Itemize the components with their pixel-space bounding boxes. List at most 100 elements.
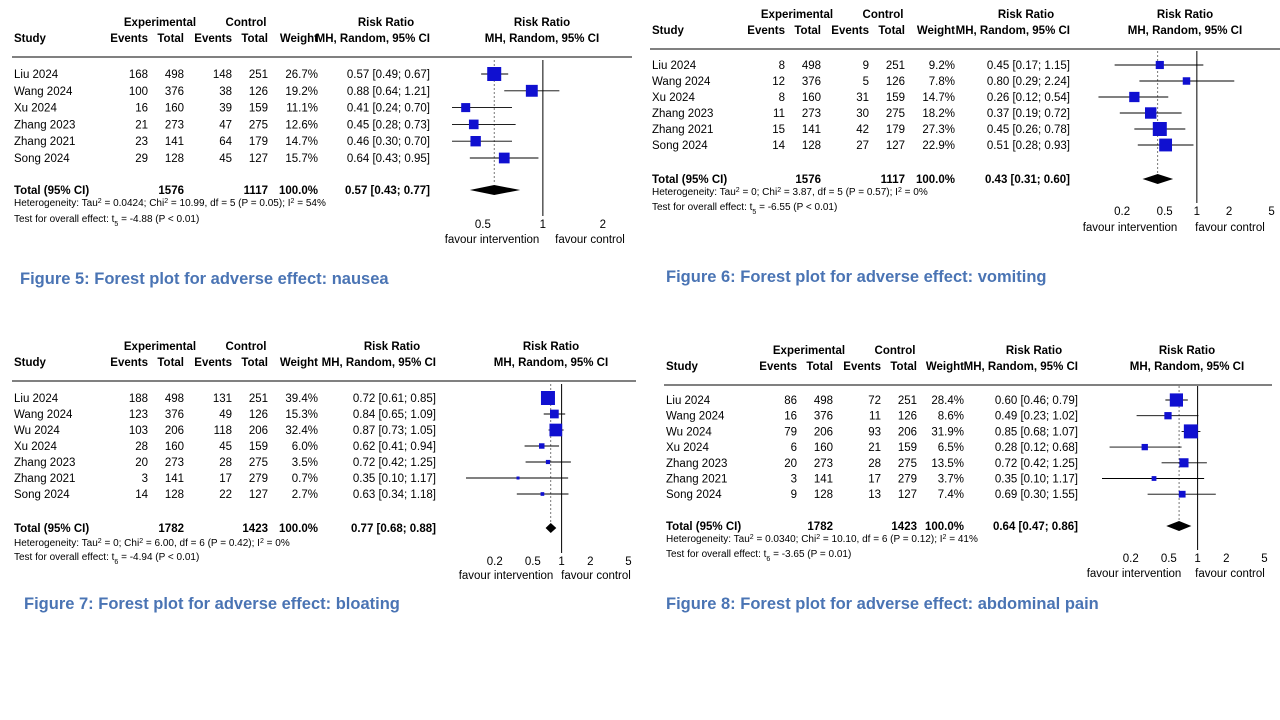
- effect-box: [487, 67, 502, 81]
- total-exp: 1576: [158, 185, 184, 197]
- study-name: Wang 2024: [14, 409, 73, 421]
- study-name: Zhang 2021: [14, 136, 75, 148]
- study-rr-ci: 0.45 [0.28; 0.73]: [347, 119, 430, 131]
- total-label: Total (95% CI): [666, 521, 741, 533]
- study-weight: 7.4%: [938, 489, 964, 501]
- header-total: Total: [878, 25, 905, 37]
- ctl-total: 126: [886, 76, 905, 88]
- study-name: Xu 2024: [666, 442, 709, 454]
- x-tick-label: 1: [558, 556, 564, 568]
- study-weight: 19.2%: [285, 86, 318, 98]
- exp-events: 123: [129, 409, 148, 421]
- pooled-diamond: [469, 185, 521, 195]
- study-weight: 6.5%: [938, 442, 964, 454]
- study-rr-ci: 0.41 [0.24; 0.70]: [347, 103, 430, 115]
- favour-right-label: favour control: [1195, 568, 1265, 580]
- header-events: Events: [843, 361, 881, 373]
- study-weight: 18.2%: [922, 108, 955, 120]
- x-tick-label: 1: [1194, 553, 1200, 565]
- header-experimental: Experimental: [773, 345, 845, 357]
- header-control: Control: [863, 9, 904, 21]
- exp-events: 8: [779, 92, 785, 104]
- heterogeneity-text: Heterogeneity: Tau2 = 0; Chi2 = 3.87, df…: [652, 187, 928, 199]
- x-tick-label: 1: [1194, 206, 1200, 218]
- header-risk-ratio-plot: Risk Ratio: [523, 341, 579, 353]
- x-tick-label: 2: [1223, 553, 1229, 565]
- exp-total: 273: [165, 457, 184, 469]
- exp-total: 376: [802, 76, 821, 88]
- effect-box: [498, 152, 510, 164]
- ctl-events: 38: [219, 86, 232, 98]
- study-rr-ci: 0.49 [0.23; 1.02]: [995, 411, 1078, 423]
- effect-box: [468, 119, 479, 130]
- forest-plot-nausea: Experimental Control Risk Ratio Risk Ratio S…: [0, 0, 635, 300]
- forest-plot-svg: Experimental Control Risk Ratio Risk Ratio S…: [650, 9, 1280, 234]
- header-events: Events: [110, 357, 148, 369]
- total-exp: 1782: [807, 521, 833, 533]
- study-rr-ci: 0.72 [0.61; 0.85]: [353, 393, 436, 405]
- exp-total: 128: [802, 140, 821, 152]
- header-events: Events: [759, 361, 797, 373]
- effect-box: [1183, 424, 1198, 439]
- study-name: Xu 2024: [652, 92, 695, 104]
- total-rr-ci: 0.43 [0.31; 0.60]: [985, 174, 1070, 186]
- favour-right-label: favour control: [561, 570, 631, 582]
- exp-total: 160: [165, 103, 184, 115]
- header-control: Control: [226, 341, 267, 353]
- exp-total: 160: [814, 442, 833, 454]
- ctl-total: 251: [249, 393, 268, 405]
- overall-effect-text: Test for overall effect: t6 = -4.94 (P <…: [14, 552, 199, 566]
- exp-total: 206: [814, 426, 833, 438]
- ctl-total: 126: [249, 409, 268, 421]
- study-name: Zhang 2021: [14, 473, 75, 485]
- exp-events: 8: [779, 60, 785, 72]
- study-name: Liu 2024: [14, 69, 59, 81]
- study-weight: 11.1%: [286, 103, 318, 115]
- study-rr-ci: 0.26 [0.12; 0.54]: [987, 92, 1070, 104]
- exp-total: 273: [165, 119, 184, 131]
- ctl-total: 275: [886, 108, 905, 120]
- ctl-events: 47: [219, 119, 232, 131]
- ctl-events: 45: [219, 153, 232, 165]
- ctl-total: 126: [249, 86, 268, 98]
- study-weight: 7.8%: [929, 76, 955, 88]
- study-weight: 14.7%: [922, 92, 955, 104]
- favour-left-label: favour intervention: [445, 234, 540, 246]
- x-tick-label: 5: [1261, 553, 1267, 565]
- x-tick-label: 2: [1226, 206, 1232, 218]
- ctl-events: 45: [219, 441, 232, 453]
- total-label: Total (95% CI): [652, 174, 727, 186]
- ctl-total: 275: [898, 458, 917, 470]
- effect-box: [461, 103, 471, 113]
- ctl-total: 251: [886, 60, 905, 72]
- study-weight: 27.3%: [922, 124, 955, 136]
- effect-box: [1152, 122, 1167, 136]
- study-name: Zhang 2023: [14, 457, 75, 469]
- header-ci: MH, Random, 95% CI: [322, 357, 436, 369]
- study-rr-ci: 0.80 [0.29; 2.24]: [987, 76, 1070, 88]
- header-risk-ratio: Risk Ratio: [1006, 345, 1062, 357]
- exp-events: 14: [135, 489, 148, 501]
- ctl-events: 13: [868, 489, 881, 501]
- study-weight: 12.6%: [285, 119, 318, 131]
- ctl-events: 11: [869, 411, 881, 423]
- header-study: Study: [14, 357, 47, 369]
- forest-plot-vomiting: Experimental Control Risk Ratio Risk Ratio S…: [638, 0, 1280, 296]
- study-weight: 8.6%: [938, 411, 964, 423]
- total-exp: 1576: [795, 174, 821, 186]
- exp-events: 86: [784, 395, 797, 407]
- study-name: Wang 2024: [666, 411, 725, 423]
- overall-effect-text: Test for overall effect: t5 = -4.88 (P <…: [14, 214, 199, 228]
- study-rr-ci: 0.57 [0.49; 0.67]: [347, 69, 430, 81]
- study-rr-ci: 0.87 [0.73; 1.05]: [353, 425, 436, 437]
- effect-box: [550, 409, 559, 419]
- ctl-events: 93: [868, 426, 881, 438]
- effect-box: [1182, 77, 1191, 85]
- exp-events: 9: [791, 489, 797, 501]
- ctl-events: 30: [856, 108, 869, 120]
- study-name: Zhang 2021: [652, 124, 713, 136]
- exp-total: 128: [165, 153, 184, 165]
- exp-total: 160: [165, 441, 184, 453]
- favour-left-label: favour intervention: [459, 570, 554, 582]
- total-weight: 100.0%: [916, 174, 955, 186]
